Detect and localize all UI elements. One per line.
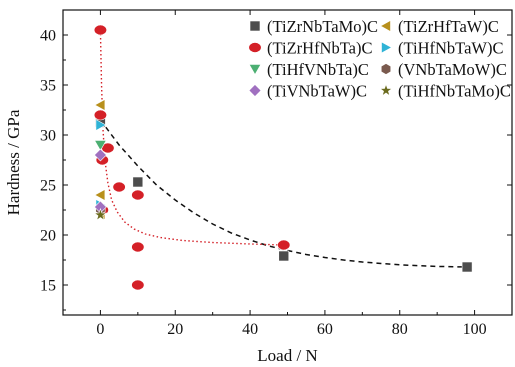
data-point-triangle-left bbox=[94, 188, 106, 202]
legend-marker-triangle-right bbox=[381, 41, 393, 54]
legend-marker-triangle-down bbox=[248, 64, 262, 76]
y-tick-label: 15 bbox=[40, 278, 56, 295]
legend-marker-diamond bbox=[248, 84, 262, 97]
x-tick-label: 20 bbox=[167, 321, 183, 338]
data-point-circle bbox=[131, 189, 145, 201]
data-point-diamond bbox=[93, 148, 107, 162]
x-tick-label: 80 bbox=[392, 321, 408, 338]
y-tick-label: 30 bbox=[40, 128, 56, 145]
fit-curve-dotted bbox=[99, 29, 284, 246]
data-point-circle bbox=[277, 239, 291, 251]
legend-marker-triangle-left bbox=[379, 19, 391, 33]
legend-entry-label: (TiHfNbTaW)C bbox=[398, 39, 503, 58]
x-tick-label: 60 bbox=[317, 321, 333, 338]
y-axis-title: Hardness / GPa bbox=[4, 109, 23, 215]
legend-entry-label: (TiZrHfTaW)C bbox=[398, 17, 499, 36]
data-point-circle bbox=[131, 279, 145, 291]
data-point-square bbox=[461, 261, 473, 273]
legend-entry-label: (TiZrHfNbTa)C bbox=[267, 39, 372, 58]
data-point-triangle-down bbox=[94, 140, 107, 152]
legend-marker-square bbox=[249, 20, 261, 32]
y-tick-label: 35 bbox=[40, 78, 56, 95]
data-point-circle bbox=[131, 241, 145, 253]
data-point-circle bbox=[93, 109, 107, 121]
data-point-triangle-left bbox=[94, 98, 106, 112]
data-point-circle bbox=[112, 181, 126, 193]
y-tick-label: 40 bbox=[40, 28, 56, 45]
plot-area bbox=[63, 10, 512, 315]
legend-marker-star bbox=[379, 83, 393, 97]
axes: 0 20 40 60 80 100 15 20 25 30 35 40 bbox=[40, 9, 513, 338]
legend-marker-hexagon bbox=[380, 63, 392, 75]
data-point-circle bbox=[93, 24, 107, 36]
y-tick-label: 25 bbox=[40, 178, 56, 195]
legend-entry-label: (TiZrNbTaMo)C bbox=[267, 17, 378, 36]
data-point-square bbox=[278, 250, 290, 262]
legend-marker-circle bbox=[248, 42, 262, 53]
legend-entry-label: (VNbTaMoW)C bbox=[398, 60, 507, 79]
x-axis-title: Load / N bbox=[257, 346, 317, 365]
x-tick-label: 100 bbox=[463, 321, 487, 338]
data-point-star bbox=[93, 207, 108, 221]
plot-background bbox=[63, 10, 512, 315]
data-point-triangle-right bbox=[95, 118, 107, 132]
data-point-square bbox=[132, 176, 144, 188]
legend: (TiZrNbTaMo)C (TiZrHfTaW)C (TiZrHfNbTa)C (T… bbox=[248, 17, 511, 101]
legend-entry-label: (TiVNbTaW)C bbox=[267, 82, 367, 101]
legend-entry-label: (TiHfNbTaMo)C bbox=[398, 82, 511, 101]
x-tick-label: 0 bbox=[96, 321, 104, 338]
fit-curves bbox=[99, 29, 468, 268]
y-tick-label: 20 bbox=[40, 228, 56, 245]
fit-curve-dashed bbox=[99, 119, 468, 268]
x-tick-label: 40 bbox=[242, 321, 258, 338]
legend-entry-label: (TiHfVNbTa)C bbox=[267, 60, 369, 79]
data-markers bbox=[93, 24, 473, 291]
